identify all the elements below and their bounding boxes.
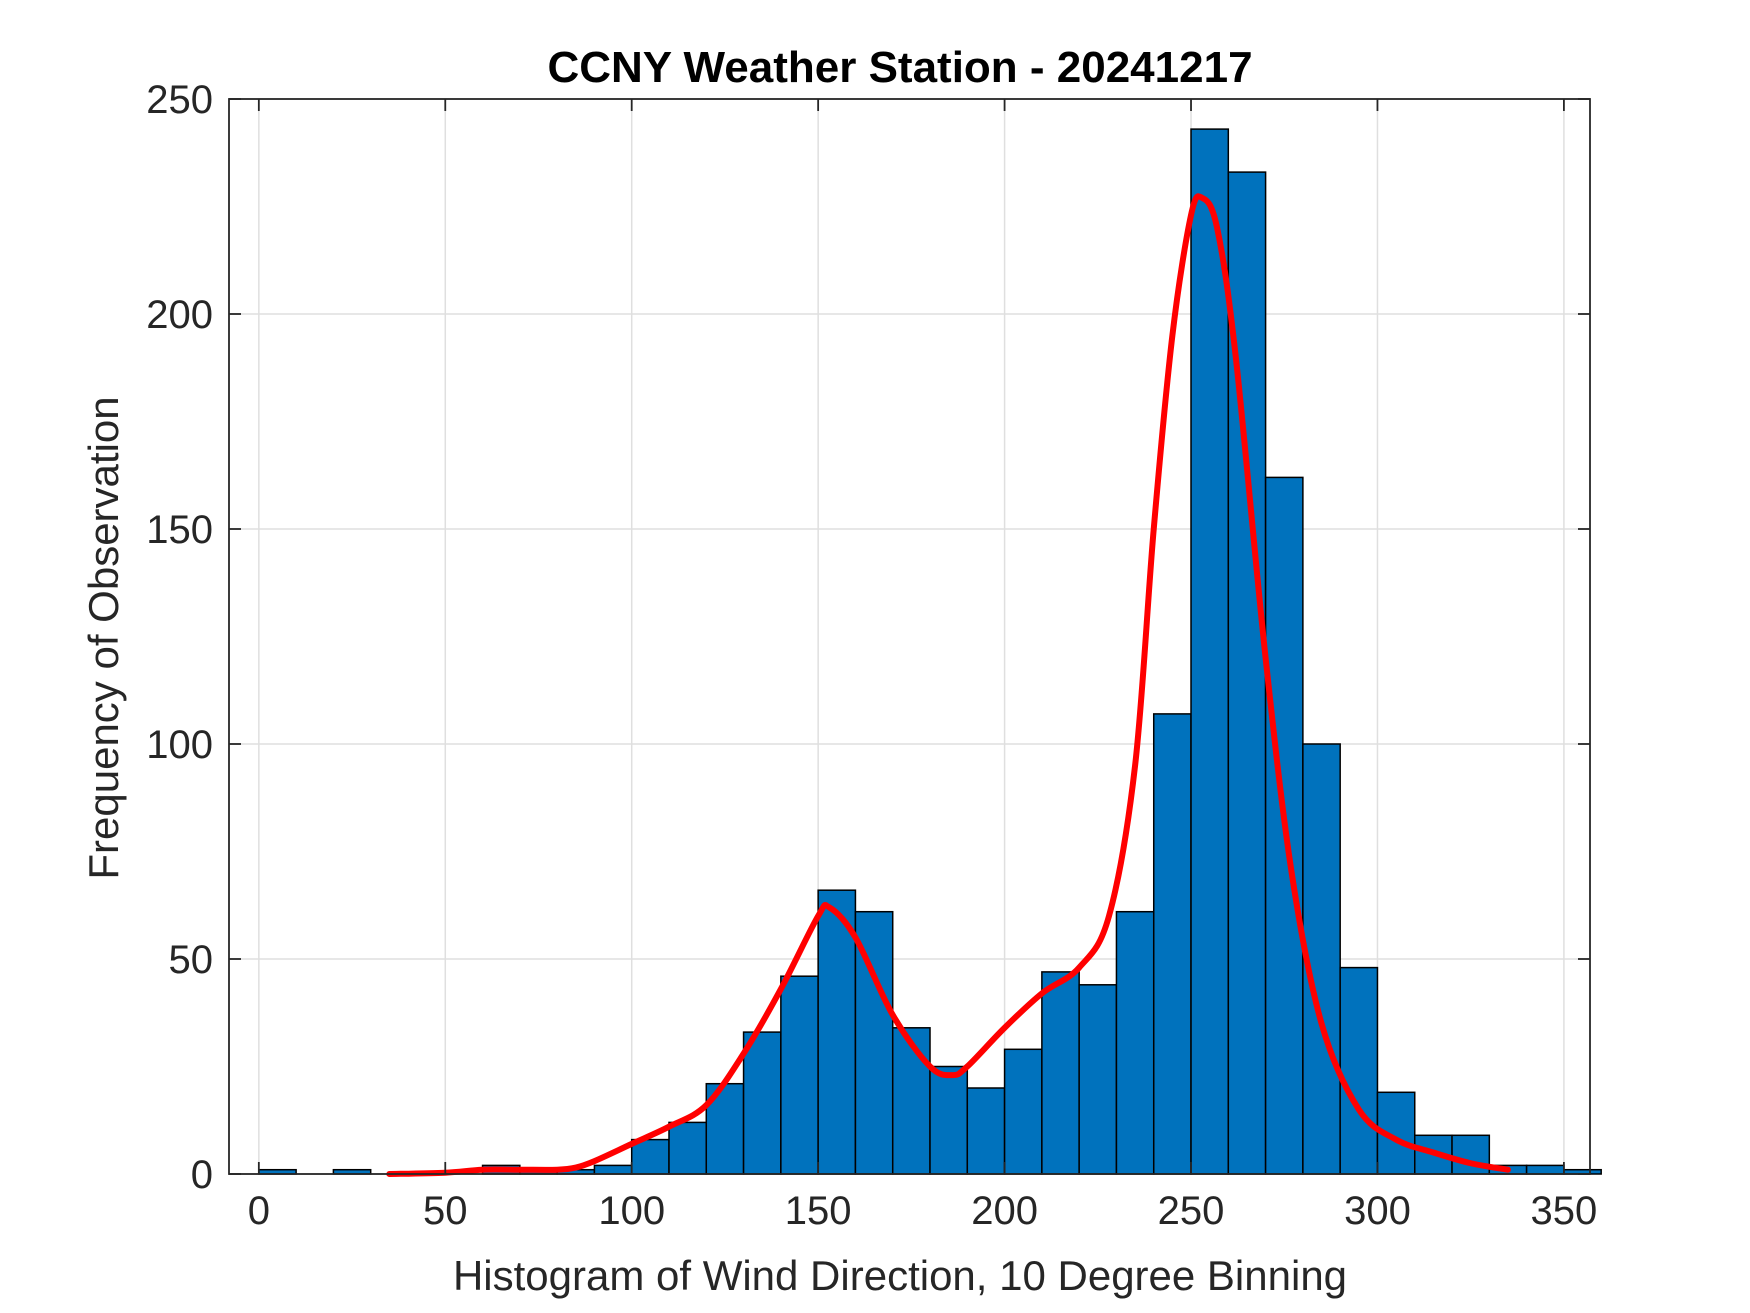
x-tick-label: 50 xyxy=(423,1189,468,1233)
x-tick-label: 150 xyxy=(785,1189,852,1233)
histogram-bar xyxy=(1041,971,1080,1175)
y-tick-label: 0 xyxy=(191,1153,213,1197)
histogram-bar xyxy=(1190,128,1230,1175)
x-tick-label: 0 xyxy=(248,1189,270,1233)
axes: 0 50 100 150 200 250 300 350 0 50 100 150 200 250 xyxy=(146,78,1597,1233)
grid xyxy=(229,98,1590,1175)
y-tick-label: 150 xyxy=(146,508,213,552)
x-axis-label: Histogram of Wind Direction, 10 Degree B… xyxy=(453,1252,1347,1299)
histogram-bar xyxy=(1339,966,1379,1175)
y-tick-label: 250 xyxy=(146,78,213,122)
x-tick-label: 200 xyxy=(971,1189,1038,1233)
histogram-bar xyxy=(630,1138,670,1175)
histogram-bar xyxy=(742,1031,782,1175)
density-fit-line xyxy=(386,193,1511,1177)
y-tick-label: 200 xyxy=(146,293,213,337)
chart-title: CCNY Weather Station - 20241217 xyxy=(547,43,1252,92)
y-tick-label: 100 xyxy=(146,723,213,767)
x-tick-label: 300 xyxy=(1344,1189,1411,1233)
y-tick-label: 50 xyxy=(169,938,214,982)
histogram-bar xyxy=(1525,1164,1565,1175)
x-tick-label: 250 xyxy=(1158,1189,1225,1233)
x-tick-label: 350 xyxy=(1531,1189,1598,1233)
fit-curve xyxy=(386,193,1511,1177)
histogram-bar xyxy=(593,1164,633,1175)
histogram-bar xyxy=(929,1065,969,1175)
histogram-bar xyxy=(1003,1048,1043,1175)
histogram-bar xyxy=(1152,713,1192,1175)
histogram-bar xyxy=(780,975,819,1175)
histogram-bar xyxy=(1376,1091,1416,1175)
labels: CCNY Weather Station - 20241217 Histogra… xyxy=(80,43,1347,1299)
bars xyxy=(258,128,1602,1175)
y-axis-label: Frequency of Observation xyxy=(80,396,127,879)
histogram-bar xyxy=(1115,910,1155,1175)
histogram-bar xyxy=(668,1121,708,1175)
histogram-bar xyxy=(891,1027,931,1175)
histogram-bar xyxy=(966,1087,1006,1175)
axes-box xyxy=(228,98,1591,1175)
histogram-bar xyxy=(1078,984,1118,1175)
x-tick-label: 100 xyxy=(598,1189,665,1233)
